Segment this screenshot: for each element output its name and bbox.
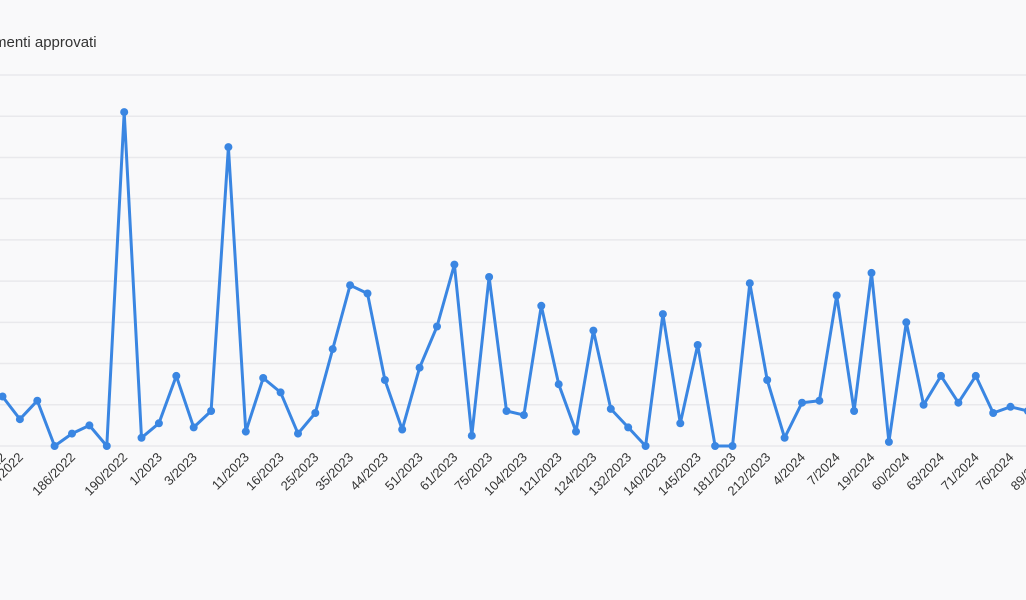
data-point	[502, 407, 511, 415]
x-tick-label: 25/2023	[278, 450, 322, 494]
data-point	[485, 273, 494, 281]
data-point	[398, 425, 407, 434]
data-point	[1023, 407, 1026, 415]
chart-grid	[0, 74, 1026, 447]
data-point	[850, 407, 859, 415]
data-point	[537, 301, 546, 310]
x-tick-label: 190/2022	[81, 450, 130, 499]
x-tick-label: 16/2023	[243, 450, 287, 494]
data-point	[276, 388, 285, 397]
data-point	[102, 442, 111, 450]
data-point	[867, 268, 876, 277]
data-point	[815, 396, 824, 405]
data-point	[937, 371, 945, 380]
data-point	[189, 423, 198, 432]
data-point	[311, 409, 320, 417]
x-tick-label: 63/2024	[903, 450, 947, 494]
data-point	[154, 419, 163, 428]
x-tick-label: 61/2023	[417, 450, 461, 494]
x-tick-label: 44/2023	[347, 450, 391, 494]
data-point	[224, 143, 233, 152]
data-point	[467, 431, 476, 440]
data-point	[172, 371, 181, 380]
data-point	[294, 429, 302, 438]
data-point	[120, 108, 129, 117]
data-point	[693, 341, 702, 349]
data-point	[554, 380, 563, 389]
data-point	[15, 415, 24, 424]
data-point	[346, 281, 355, 290]
data-point	[519, 411, 528, 420]
data-point	[589, 326, 598, 335]
data-point	[50, 442, 59, 450]
data-point	[1006, 402, 1015, 411]
data-point	[363, 289, 372, 298]
x-tick-label: 4/2024	[769, 450, 808, 489]
data-point	[989, 409, 998, 417]
data-point	[780, 433, 789, 442]
x-tick-label: 71/2024	[938, 450, 982, 494]
data-point	[85, 421, 94, 430]
data-point	[433, 322, 441, 331]
x-tick-label: 51/2023	[382, 450, 426, 494]
data-point	[919, 400, 928, 409]
data-point	[241, 427, 250, 436]
data-point	[68, 429, 76, 438]
chart-title: menti approvati	[0, 34, 97, 51]
data-points	[0, 108, 1026, 450]
data-point	[798, 398, 806, 407]
x-tick-label: 76/2024	[973, 450, 1017, 494]
data-point	[954, 398, 963, 407]
data-point	[415, 363, 424, 372]
data-point	[624, 423, 633, 432]
data-point	[137, 433, 146, 442]
data-point	[884, 437, 893, 446]
series-line	[1, 110, 1026, 448]
data-point	[0, 392, 7, 401]
x-tick-label: 19/2024	[834, 450, 878, 494]
x-tick-label: 1/2023	[126, 450, 165, 489]
data-point	[207, 407, 216, 415]
data-point	[606, 404, 615, 413]
data-point	[450, 260, 459, 269]
data-point	[902, 318, 911, 327]
data-point	[572, 427, 580, 436]
x-tick-label: 60/2024	[869, 450, 913, 494]
data-point	[380, 376, 389, 384]
data-point	[971, 371, 980, 380]
x-tick-label: 186/2022	[29, 450, 78, 499]
data-point	[763, 376, 772, 384]
data-point	[728, 442, 737, 450]
x-tick-label: 35/2023	[312, 450, 356, 494]
data-point	[745, 279, 754, 288]
data-point	[259, 374, 268, 382]
data-point	[711, 442, 720, 450]
data-point	[832, 291, 841, 300]
data-point	[676, 419, 685, 428]
data-point	[328, 345, 337, 354]
data-point	[658, 310, 667, 319]
data-point	[641, 442, 650, 450]
data-point	[33, 396, 42, 405]
x-tick-label: 3/2023	[161, 450, 200, 489]
